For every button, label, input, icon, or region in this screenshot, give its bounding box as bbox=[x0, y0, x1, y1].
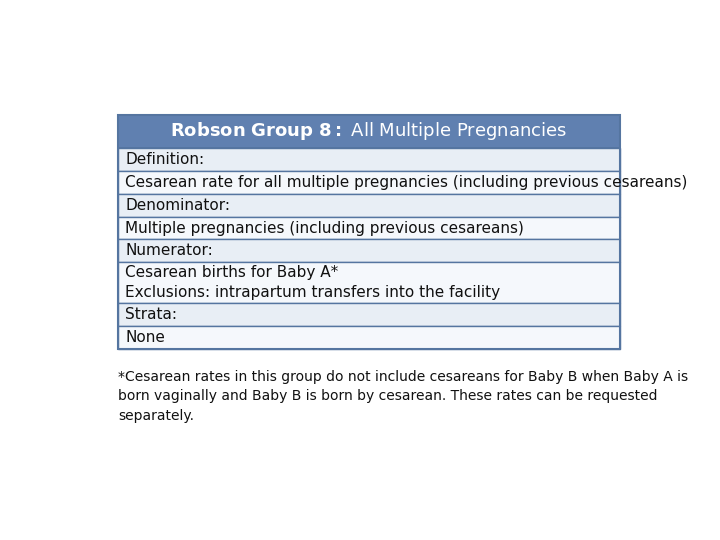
FancyBboxPatch shape bbox=[118, 114, 620, 148]
FancyBboxPatch shape bbox=[118, 217, 620, 239]
Text: Definition:: Definition: bbox=[125, 152, 204, 167]
FancyBboxPatch shape bbox=[118, 239, 620, 262]
FancyBboxPatch shape bbox=[118, 303, 620, 326]
Text: $\bf{Robson\ Group\ 8:}$ All Multiple Pregnancies: $\bf{Robson\ Group\ 8:}$ All Multiple Pr… bbox=[171, 120, 567, 143]
FancyBboxPatch shape bbox=[118, 262, 620, 303]
Text: Cesarean births for Baby A*
Exclusions: intrapartum transfers into the facility: Cesarean births for Baby A* Exclusions: … bbox=[125, 265, 500, 300]
Text: Denominator:: Denominator: bbox=[125, 198, 230, 213]
Text: *Cesarean rates in this group do not include cesareans for Baby B when Baby A is: *Cesarean rates in this group do not inc… bbox=[118, 369, 688, 423]
Text: None: None bbox=[125, 330, 165, 345]
FancyBboxPatch shape bbox=[118, 326, 620, 349]
Text: Cesarean rate for all multiple pregnancies (including previous cesareans): Cesarean rate for all multiple pregnanci… bbox=[125, 175, 688, 190]
Text: Multiple pregnancies (including previous cesareans): Multiple pregnancies (including previous… bbox=[125, 220, 524, 235]
FancyBboxPatch shape bbox=[118, 194, 620, 217]
FancyBboxPatch shape bbox=[118, 148, 620, 171]
Text: Strata:: Strata: bbox=[125, 307, 177, 322]
FancyBboxPatch shape bbox=[118, 171, 620, 194]
Text: Numerator:: Numerator: bbox=[125, 244, 213, 258]
